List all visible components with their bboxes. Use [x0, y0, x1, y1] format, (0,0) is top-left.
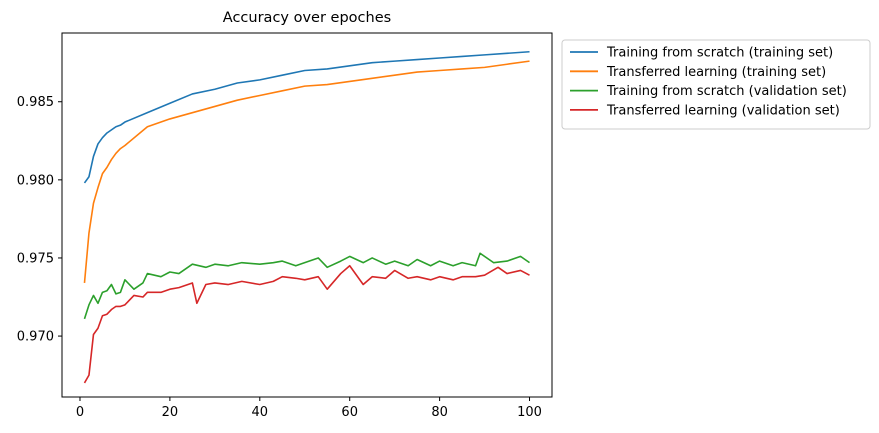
legend-box [561, 39, 871, 130]
legend: Training from scratch (training set) Tran… [561, 39, 871, 130]
x-tick-label: 0 [76, 405, 84, 420]
series-layer [83, 50, 530, 384]
x-tick-label: 40 [252, 405, 269, 420]
legend-label-2: Transferred learning (training set) [606, 65, 826, 80]
series-line-3 [83, 252, 530, 320]
y-tick-label: 0.985 [17, 95, 54, 110]
x-tick-label: 80 [431, 405, 448, 420]
series-line-1 [83, 50, 530, 184]
x-tick-label: 20 [162, 405, 179, 420]
plot-area-frame [61, 32, 553, 398]
series-line-4 [83, 264, 530, 384]
legend-label-3: Training from scratch (validation set) [606, 84, 847, 99]
x-tick-label: 60 [341, 405, 358, 420]
chart-title: Accuracy over epoches [223, 10, 391, 26]
legend-label-4: Transferred learning (validation set) [606, 103, 840, 118]
axis-layer: 0 20 40 60 80 100 0.970 0.975 0.980 0.985 [17, 95, 542, 420]
legend-label-1: Training from scratch (training set) [606, 46, 833, 61]
y-tick-label: 0.970 [17, 330, 54, 345]
series-line-2 [83, 60, 530, 284]
y-tick-label: 0.980 [17, 173, 54, 188]
x-tick-label: 100 [517, 405, 542, 420]
y-tick-label: 0.975 [17, 251, 54, 266]
